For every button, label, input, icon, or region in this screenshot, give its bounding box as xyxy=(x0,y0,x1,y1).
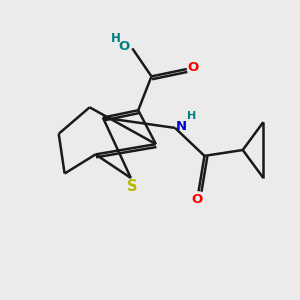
Text: O: O xyxy=(118,40,130,53)
Text: O: O xyxy=(191,193,203,206)
Text: H: H xyxy=(187,110,196,121)
Text: N: N xyxy=(176,120,187,133)
Text: O: O xyxy=(188,61,199,74)
Text: S: S xyxy=(127,179,138,194)
Text: H: H xyxy=(111,32,121,46)
